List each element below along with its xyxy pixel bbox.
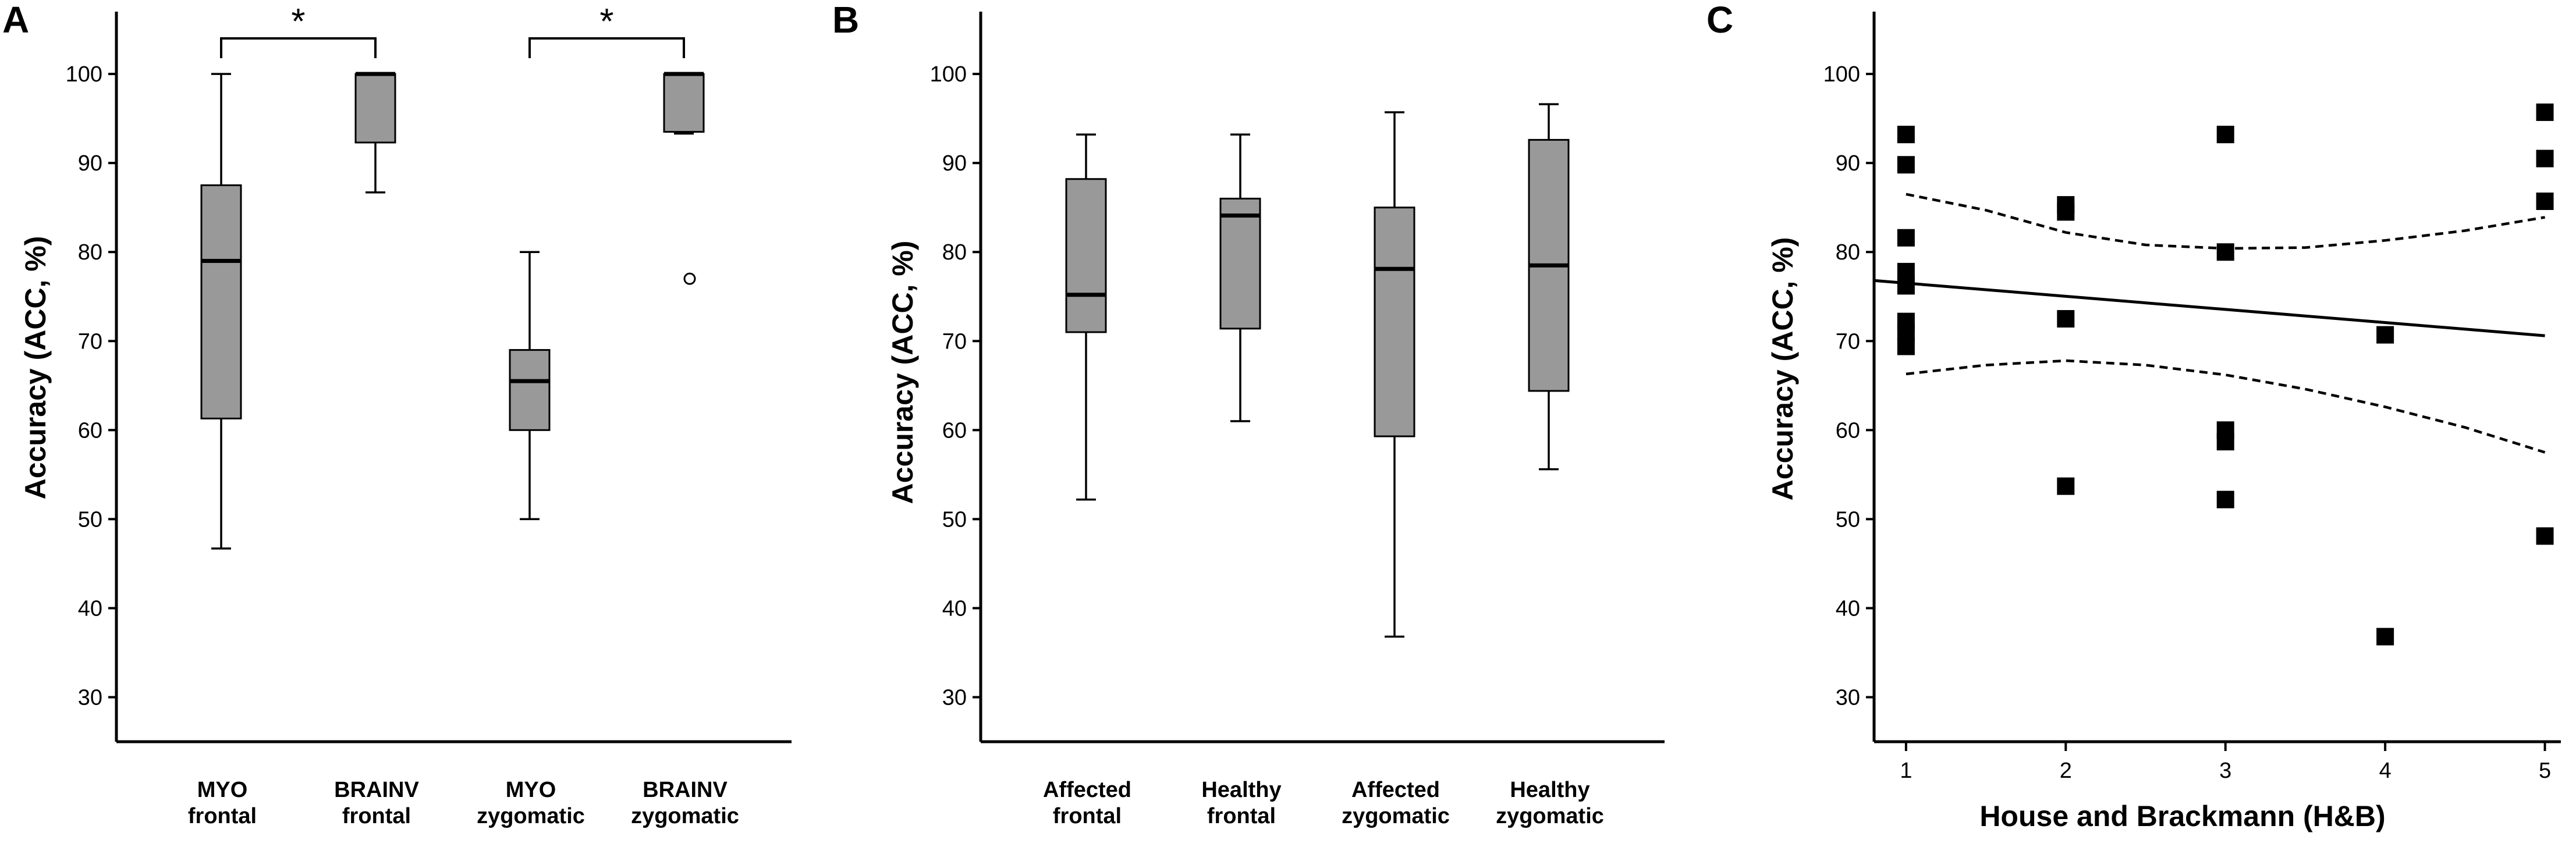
y-tick-label: 80 bbox=[78, 240, 102, 265]
scatter-point bbox=[2536, 150, 2554, 168]
significance-star: * bbox=[599, 2, 613, 42]
panel-c: C Accuracy (ACC, %) House and Brackmann … bbox=[1706, 0, 2561, 832]
panel-a: A Accuracy (ACC, %) 30 40 50 60 70 80 90 100 MYO… bbox=[2, 0, 792, 828]
category-label: frontal bbox=[1207, 804, 1276, 828]
category-label: Healthy bbox=[1201, 778, 1281, 802]
outlier-point bbox=[683, 272, 696, 285]
panel-letter-a: A bbox=[2, 0, 29, 41]
y-tick-label: 50 bbox=[1836, 507, 1860, 532]
y-tick-label: 40 bbox=[1836, 596, 1860, 621]
category-label: zygomatic bbox=[477, 804, 585, 828]
scatter-point bbox=[1897, 229, 1915, 247]
panel-letter-c: C bbox=[1706, 0, 1733, 41]
plot-area-a: 30405060708090100MYOfrontalBRAINVfrontal… bbox=[66, 2, 792, 828]
category-label: Healthy bbox=[1510, 778, 1589, 802]
scatter-point bbox=[2536, 192, 2554, 210]
confidence-lower-curve bbox=[1906, 359, 2546, 454]
category-label: BRAINV bbox=[643, 778, 728, 802]
scatter-point bbox=[2216, 243, 2234, 261]
iqr-box bbox=[1374, 207, 1415, 437]
iqr-box bbox=[354, 73, 396, 144]
y-tick-label: 50 bbox=[942, 507, 967, 532]
plot-area-b: 30405060708090100AffectedfrontalHealthyf… bbox=[930, 12, 1665, 828]
y-tick-label: 80 bbox=[1836, 240, 1860, 265]
y-tick-label: 60 bbox=[78, 418, 102, 443]
y-tick-label: 30 bbox=[1836, 685, 1860, 710]
scatter-point bbox=[1897, 277, 1915, 295]
y-tick-label: 50 bbox=[78, 507, 102, 532]
plot-area-c: 30 40 50 60 70 80 90 100 1 2 3 4 5 bbox=[1823, 12, 2561, 783]
y-tick-label: 80 bbox=[942, 240, 967, 265]
x-tick-label: 1 bbox=[1900, 759, 1912, 783]
panel-b: B Accuracy (ACC, %) 30 40 50 60 70 80 90 100 Aff… bbox=[832, 0, 1665, 828]
scatter-point bbox=[2216, 490, 2234, 508]
category-label: zygomatic bbox=[1342, 804, 1450, 828]
category-label: zygomatic bbox=[631, 804, 739, 828]
category-label: frontal bbox=[342, 804, 411, 828]
y-tick-label: 70 bbox=[1836, 329, 1860, 354]
category-label: frontal bbox=[1053, 804, 1122, 828]
scatter-point bbox=[2536, 527, 2554, 545]
iqr-box bbox=[200, 184, 242, 419]
x-tick-label: 5 bbox=[2539, 759, 2551, 783]
y-tick-label: 100 bbox=[66, 62, 102, 87]
category-label: Affected bbox=[1351, 778, 1440, 802]
iqr-box bbox=[509, 349, 551, 431]
x-tick-label: 3 bbox=[2219, 759, 2231, 783]
scatter-point bbox=[1897, 337, 1915, 355]
category-label: BRAINV bbox=[334, 778, 419, 802]
y-tick-label: 100 bbox=[1823, 62, 1860, 87]
y-tick-label: 60 bbox=[1836, 418, 1860, 443]
iqr-box bbox=[1219, 197, 1261, 330]
significance-bracket bbox=[220, 37, 377, 58]
category-label: Affected bbox=[1043, 778, 1131, 802]
y-tick-label: 90 bbox=[78, 151, 102, 176]
scatter-point bbox=[2057, 477, 2075, 495]
scatter-point bbox=[2216, 126, 2234, 144]
x-tick-label: 4 bbox=[2379, 759, 2392, 783]
y-tick-label: 90 bbox=[1836, 151, 1860, 176]
scatter-point bbox=[2057, 203, 2075, 221]
category-label: MYO bbox=[197, 778, 248, 802]
scatter-point bbox=[1897, 156, 1915, 174]
scatter-point bbox=[2376, 628, 2394, 646]
scatter-point bbox=[2216, 433, 2234, 451]
panel-letter-b: B bbox=[832, 0, 859, 41]
y-tick-label: 70 bbox=[942, 329, 967, 354]
x-axis-title-c: House and Brackmann (H&B) bbox=[1979, 800, 2385, 832]
iqr-box bbox=[663, 73, 705, 133]
y-axis-title-b: Accuracy (ACC, %) bbox=[886, 241, 919, 504]
scatter-point bbox=[2536, 103, 2554, 121]
category-label: MYO bbox=[506, 778, 556, 802]
category-label: zygomatic bbox=[1496, 804, 1604, 828]
iqr-box bbox=[1065, 178, 1107, 333]
confidence-upper-curve bbox=[1906, 193, 2545, 250]
scatter-point bbox=[1897, 126, 1915, 144]
x-tick-label: 2 bbox=[2060, 759, 2072, 783]
scatter-point bbox=[2057, 310, 2075, 328]
y-tick-label: 40 bbox=[942, 596, 967, 621]
y-tick-label: 90 bbox=[942, 151, 967, 176]
y-tick-label: 100 bbox=[930, 62, 967, 87]
y-axis-title-a: Accuracy (ACC, %) bbox=[19, 236, 52, 500]
regression-line bbox=[1874, 279, 2545, 337]
scatter-point bbox=[2376, 326, 2394, 344]
y-tick-label: 30 bbox=[78, 685, 102, 710]
y-tick-label: 30 bbox=[942, 685, 967, 710]
significance-bracket bbox=[528, 37, 685, 58]
y-tick-label: 70 bbox=[78, 329, 102, 354]
category-label: frontal bbox=[188, 804, 257, 828]
y-axis-title-c: Accuracy (ACC, %) bbox=[1766, 237, 1799, 501]
y-tick-label: 60 bbox=[942, 418, 967, 443]
significance-star: * bbox=[291, 2, 305, 42]
y-tick-label: 40 bbox=[78, 596, 102, 621]
